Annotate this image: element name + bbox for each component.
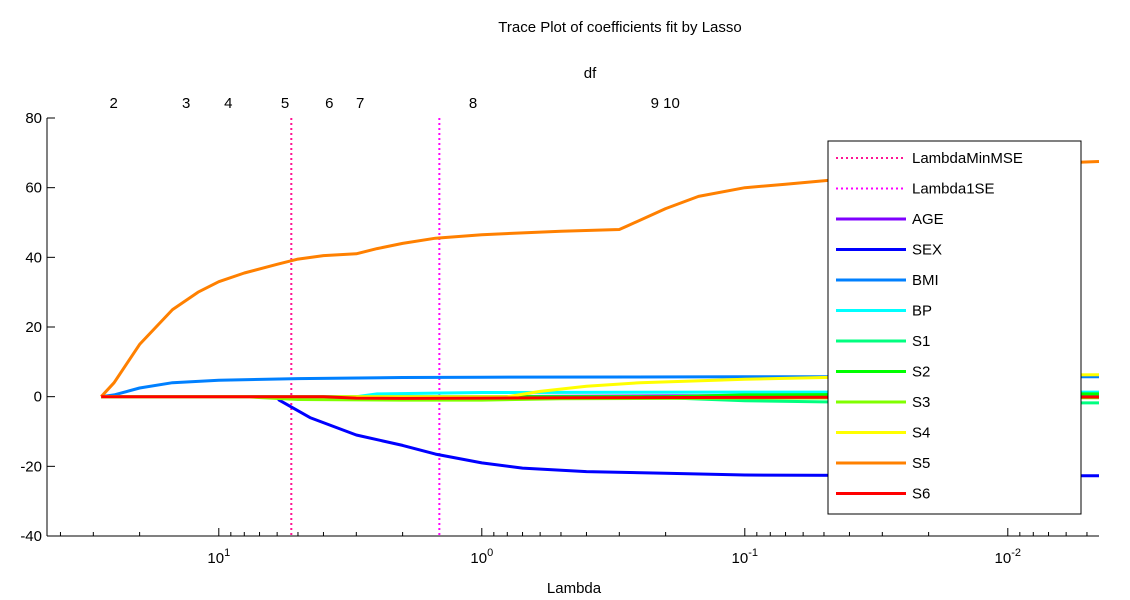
chart-title: Trace Plot of coefficients fit by Lasso xyxy=(498,19,741,36)
legend-label: S5 xyxy=(912,455,930,472)
x-tick-label: 101 xyxy=(207,547,230,567)
legend: LambdaMinMSE Lambda1SE AGE SEX BMI BP S1 S2 S3 S4… xyxy=(827,140,1082,515)
df-tick-label: 8 xyxy=(469,95,477,112)
legend-label: S4 xyxy=(912,425,930,442)
series-line-s5 xyxy=(100,160,1100,398)
df-axis-ticks: 2 3 4 5 6 7 8 9 10 xyxy=(110,95,680,112)
y-tick-label: 80 xyxy=(25,110,42,127)
legend-label: S3 xyxy=(912,394,930,411)
legend-label: S2 xyxy=(912,364,930,381)
top-axis-label: df xyxy=(584,65,597,82)
y-tick-label: 0 xyxy=(34,389,42,406)
legend-label: S6 xyxy=(912,486,930,503)
df-tick-label: 9 xyxy=(651,95,659,112)
legend-label: Lambda1SE xyxy=(912,181,995,198)
legend-label: AGE xyxy=(912,211,944,228)
df-tick-label: 2 xyxy=(110,95,118,112)
x-tick-label: 100 xyxy=(470,547,493,567)
legend-label: S1 xyxy=(912,333,930,350)
legend-label: SEX xyxy=(912,242,942,259)
y-tick-label: -20 xyxy=(20,458,42,475)
df-tick-label: 7 xyxy=(356,95,364,112)
df-tick-label: 4 xyxy=(224,95,232,112)
df-tick-label: 5 xyxy=(281,95,289,112)
legend-label: BMI xyxy=(912,272,939,289)
df-tick-label: 10 xyxy=(663,95,680,112)
legend-label: BP xyxy=(912,303,932,320)
df-tick-label: 3 xyxy=(182,95,190,112)
legend-box xyxy=(827,140,1082,515)
x-tick-label: 10-1 xyxy=(732,547,758,567)
legend-label: LambdaMinMSE xyxy=(912,150,1023,167)
y-tick-label: 60 xyxy=(25,180,42,197)
y-tick-label: -40 xyxy=(20,528,42,545)
y-axis-ticks: -40 -20 0 20 40 60 80 xyxy=(20,110,55,545)
y-tick-label: 40 xyxy=(25,249,42,266)
x-tick-label: 10-2 xyxy=(995,547,1021,567)
df-tick-label: 6 xyxy=(325,95,333,112)
x-axis-label: Lambda xyxy=(547,580,602,597)
x-axis-ticks: 101 100 10-1 10-2 xyxy=(59,528,1088,567)
y-tick-label: 20 xyxy=(25,319,42,336)
